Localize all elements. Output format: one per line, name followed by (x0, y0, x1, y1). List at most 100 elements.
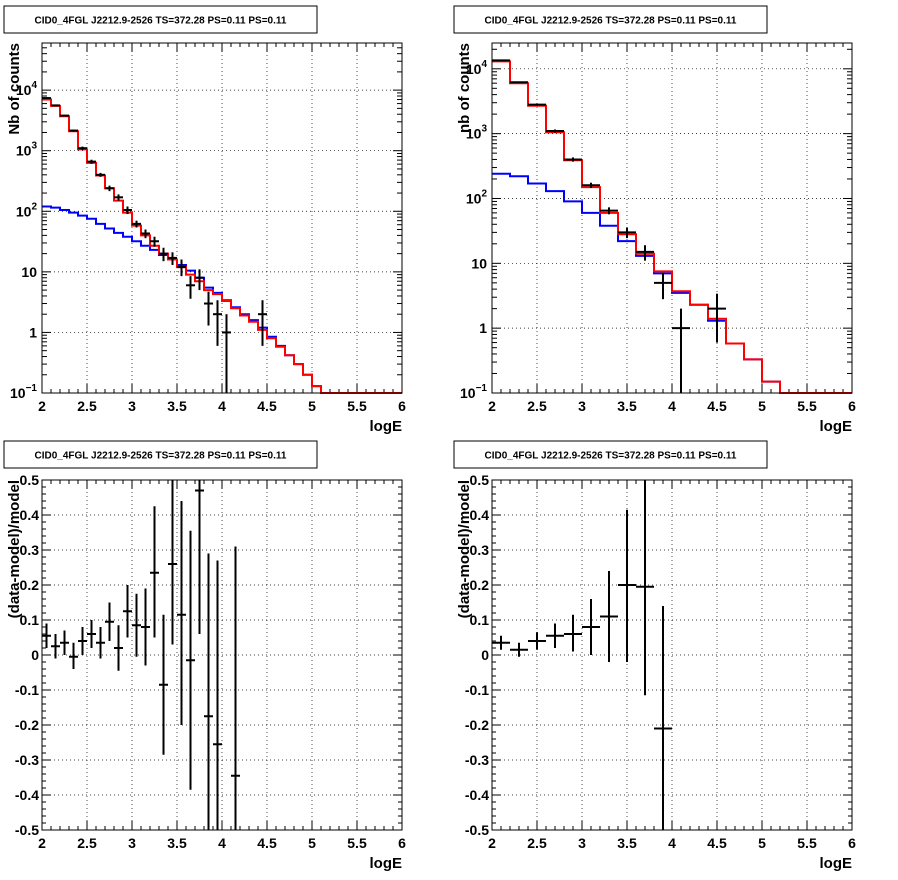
y-tick-label: 10−1 (460, 383, 487, 401)
x-axis-title: logE (820, 418, 853, 435)
title-box (3, 5, 318, 34)
x-tick-label: 6 (848, 835, 856, 851)
y-axis-title: (data-model)/model (6, 480, 23, 618)
y-axis-title: nb of counts (456, 43, 473, 133)
y-tick-label-base: 10 (16, 203, 32, 219)
y-tick-label: 10−1 (10, 383, 37, 401)
x-tick-label: 2.5 (77, 835, 97, 851)
data-point (105, 185, 114, 192)
data-point (114, 194, 123, 201)
data-point (51, 634, 60, 659)
y-tick-label: -0.5 (465, 822, 489, 838)
x-tick-label: 3.5 (617, 835, 637, 851)
y-tick-label-exponent: 2 (481, 188, 487, 199)
y-tick-label: -0.2 (465, 717, 489, 733)
data-point (123, 206, 132, 215)
y-tick-label: 0.2 (470, 577, 490, 593)
chart-title: CID0_4FGL J2212.9-2526 TS=372.28 PS=0.11… (485, 16, 737, 27)
y-tick-label-exponent: 2 (31, 201, 37, 212)
data-point (168, 252, 177, 265)
y-tick-label: 1 (479, 320, 487, 336)
data-point (159, 614, 168, 755)
x-tick-label: 2 (38, 835, 46, 851)
data-point (177, 501, 186, 725)
data-point (69, 129, 78, 132)
title-box (453, 5, 768, 34)
data-point (213, 560, 222, 830)
x-axis-title: logE (370, 855, 403, 872)
data-point (150, 236, 159, 247)
data-point (150, 506, 159, 638)
y-tick-label-exponent: −1 (26, 383, 38, 394)
x-tick-label: 4 (668, 398, 676, 414)
data-point (195, 269, 204, 291)
x-tick-label: 5.5 (347, 398, 367, 414)
y-tick-label: 103 (466, 124, 488, 142)
data-point (78, 146, 87, 150)
y-tick-label: 10 (21, 264, 37, 280)
data-point (141, 588, 150, 666)
data-point (582, 182, 600, 189)
x-tick-label: 3 (578, 398, 586, 414)
data-point (672, 308, 690, 393)
data-point (96, 172, 105, 177)
data-point (42, 623, 51, 648)
plot-area (42, 43, 402, 393)
x-tick-label: 5.5 (797, 835, 817, 851)
data-point (69, 642, 78, 669)
y-tick-label: 0.1 (20, 612, 40, 628)
data-point (159, 247, 168, 262)
y-tick-label-base: 10 (16, 143, 32, 159)
data-point (618, 509, 636, 662)
pad-top-left: 2 2.5 3 3.5 4 4.5 5 5.5 610−1110102103104logENb … (3, 5, 406, 435)
chart-title: CID0_4FGL J2212.9-2526 TS=372.28 PS=0.11… (35, 16, 287, 27)
x-axis-title: logE (820, 855, 853, 872)
x-tick-label: 2.5 (77, 398, 97, 414)
x-tick-label: 2.5 (527, 398, 547, 414)
y-tick-label: -0.3 (15, 752, 39, 768)
x-tick-label: 3 (578, 835, 586, 851)
chart-title: CID0_4FGL J2212.9-2526 TS=372.28 PS=0.11… (485, 451, 737, 462)
x-tick-label: 4.5 (257, 835, 277, 851)
y-tick-label: -0.3 (465, 752, 489, 768)
x-tick-label: 4.5 (257, 398, 277, 414)
y-tick-label-exponent: 4 (481, 59, 487, 70)
data-point (60, 114, 69, 117)
y-tick-label: 104 (466, 59, 488, 77)
x-tick-label: 5 (308, 835, 316, 851)
y-tick-label-base: 1 (479, 320, 487, 336)
y-tick-label-base: 10 (466, 190, 482, 206)
plot-frame (41, 42, 403, 394)
y-tick-label: 0 (31, 647, 39, 663)
x-tick-label: 3 (128, 398, 136, 414)
x-tick-label: 3.5 (167, 398, 187, 414)
data-point (42, 97, 51, 100)
y-tick-label: 102 (16, 201, 38, 219)
pad-bottom-left: 2 2.5 3 3.5 4 4.5 5 5.5 6 -0.5 -0.4 -0.3 -0.2 -0.1 0 0.… (3, 440, 406, 872)
data-point (618, 227, 636, 239)
data-point (600, 571, 618, 662)
y-axis-title: Nb of counts (6, 43, 23, 135)
x-tick-label: 5 (308, 398, 316, 414)
data-point (186, 530, 195, 790)
data-point (231, 546, 240, 830)
data-point (546, 623, 564, 648)
y-tick-label-base: 10 (16, 82, 32, 98)
y-tick-label-base: 10 (460, 385, 476, 401)
y-tick-label: 0.2 (20, 577, 40, 593)
x-tick-label: 5.5 (347, 835, 367, 851)
data-point (60, 630, 69, 655)
x-tick-label: 6 (398, 835, 406, 851)
x-axis-title: logE (370, 418, 403, 435)
data-point (132, 593, 141, 657)
y-tick-label: -0.4 (15, 787, 39, 803)
y-tick-label: 0.1 (470, 612, 490, 628)
y-tick-label: 0.4 (20, 507, 40, 523)
y-tick-label: -0.4 (465, 787, 489, 803)
y-tick-label-exponent: 3 (31, 141, 37, 152)
x-tick-label: 2 (488, 835, 496, 851)
x-tick-label: 6 (848, 398, 856, 414)
x-tick-label: 4 (668, 835, 676, 851)
plot-area (492, 43, 852, 393)
y-tick-label: 0.3 (20, 542, 40, 558)
